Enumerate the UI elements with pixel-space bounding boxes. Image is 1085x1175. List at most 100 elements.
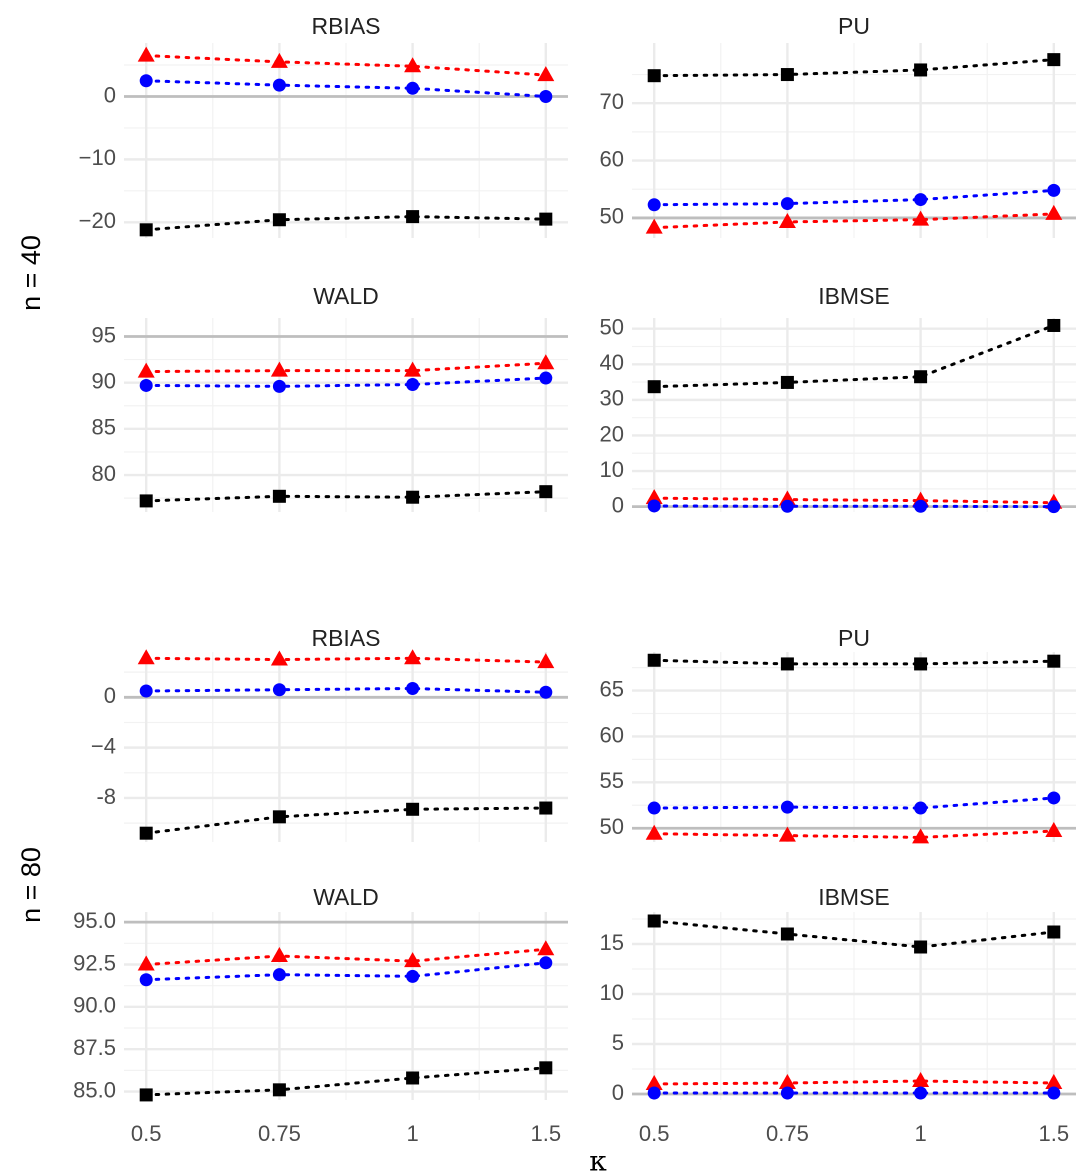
triangle-point: [404, 952, 422, 968]
triangle-point: [270, 947, 288, 963]
triangle-point: [912, 210, 930, 226]
y-tick-label: 50: [600, 814, 624, 839]
y-tick-label: 92.5: [73, 950, 116, 975]
triangle-point: [645, 1075, 663, 1090]
circle-point: [914, 801, 928, 815]
panel-pu: 50 55 60 65 PU: [600, 625, 1076, 844]
y-tick-label: 15: [600, 930, 624, 955]
square-point: [1047, 925, 1061, 939]
square-point: [272, 489, 286, 503]
square-point: [139, 494, 153, 508]
circle-point: [539, 89, 553, 103]
triangle-point: [137, 362, 155, 378]
panel-title: RBIAS: [311, 625, 380, 651]
triangle-point: [137, 955, 155, 971]
square-point: [406, 210, 420, 224]
x-tick-label: 0.5: [131, 1121, 162, 1146]
row-label-n80: n = 80: [16, 847, 46, 923]
x-tick-label: 1.5: [1039, 1121, 1070, 1146]
triangle-point: [270, 650, 288, 666]
y-tick-label: 0: [612, 492, 624, 517]
circle-point: [914, 1086, 928, 1100]
circle-point: [139, 74, 153, 88]
square-point: [139, 826, 153, 840]
series-line-circle: [652, 188, 1056, 207]
y-tick-label: 10: [600, 980, 624, 1005]
circle-point: [139, 378, 153, 392]
series-line-square: [144, 1066, 548, 1097]
y-tick-label: 5: [612, 1030, 624, 1055]
circle-point: [780, 800, 794, 814]
y-tick-label: 10: [600, 457, 624, 482]
series-line-circle: [652, 796, 1056, 810]
square-point: [780, 927, 794, 941]
x-tick-label: 0.75: [258, 1121, 301, 1146]
y-tick-label: 85.0: [73, 1077, 116, 1102]
panel-title: WALD: [313, 283, 379, 309]
series-line-square: [144, 215, 548, 232]
y-tick-label: 30: [600, 386, 624, 411]
triangle-point: [270, 361, 288, 377]
square-point: [406, 802, 420, 816]
x-tick-label: 1: [406, 1121, 418, 1146]
y-tick-label: 90: [92, 368, 116, 393]
square-point: [539, 485, 553, 499]
circle-point: [539, 371, 553, 385]
y-tick-label: 85: [92, 415, 116, 440]
circle-point: [914, 193, 928, 207]
y-tick-label: −4: [91, 733, 116, 758]
circle-point: [647, 499, 661, 513]
triangle-point: [404, 361, 422, 377]
panel-title: RBIAS: [311, 13, 380, 39]
circle-point: [1047, 183, 1061, 197]
circle-point: [406, 681, 420, 695]
circle-point: [139, 684, 153, 698]
series-line-triangle: [652, 212, 1056, 230]
y-tick-label: 50: [600, 314, 624, 339]
y-tick-label: 60: [600, 146, 624, 171]
triangle-point: [404, 57, 422, 73]
series-line-triangle: [144, 54, 548, 77]
square-point: [272, 1083, 286, 1097]
circle-point: [406, 378, 420, 392]
circle-point: [539, 685, 553, 699]
circle-point: [272, 78, 286, 92]
series-line-triangle: [652, 496, 1056, 505]
series-line-square: [652, 658, 1056, 666]
triangle-point: [778, 826, 796, 842]
y-tick-label: 20: [600, 421, 624, 446]
y-tick-label: 0: [612, 1080, 624, 1105]
y-tick-label: 95: [92, 322, 116, 347]
circle-point: [272, 683, 286, 697]
triangle-point: [537, 653, 555, 669]
triangle-point: [537, 940, 555, 956]
series-line-circle: [144, 961, 548, 982]
triangle-point: [912, 828, 930, 844]
panel-rbias: 0 −10 −20 RBIAS: [79, 13, 568, 238]
y-tick-label: 70: [600, 89, 624, 114]
panel-ibmse: 0 10 20 30 40 50 IBMSE: [600, 283, 1076, 517]
square-point: [647, 653, 661, 667]
square-point: [1047, 53, 1061, 67]
circle-point: [272, 379, 286, 393]
y-tick-label: −20: [79, 208, 116, 233]
triangle-point: [537, 354, 555, 370]
series-line-circle: [144, 376, 548, 388]
square-point: [914, 63, 928, 77]
triangle-point: [1045, 821, 1063, 837]
circle-point: [406, 969, 420, 983]
circle-point: [1047, 1086, 1061, 1100]
square-point: [1047, 318, 1061, 332]
x-tick-label: 0.75: [766, 1121, 809, 1146]
triangle-point: [645, 489, 663, 505]
circle-point: [914, 499, 928, 513]
y-tick-label: -8: [96, 784, 116, 809]
circle-point: [272, 968, 286, 982]
triangle-point: [645, 824, 663, 840]
x-axis-label: κ: [589, 1145, 607, 1175]
square-point: [139, 1088, 153, 1102]
square-point: [539, 801, 553, 815]
series-line-square: [652, 919, 1056, 949]
square-point: [914, 940, 928, 954]
panel-title: PU: [838, 625, 870, 651]
